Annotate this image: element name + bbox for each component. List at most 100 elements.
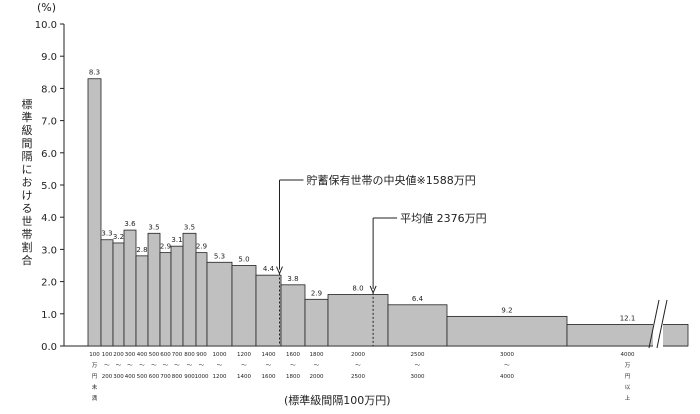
x-tick-label: 2500 xyxy=(411,352,425,358)
x-tick-label: 700 xyxy=(160,374,171,380)
x-tick-label: 300 xyxy=(113,374,124,380)
histogram-bar xyxy=(159,252,172,347)
x-tick-label: ～ xyxy=(415,363,421,369)
mean-arrow-head xyxy=(369,285,377,295)
y-tick-label: 0.0 xyxy=(41,342,57,353)
x-tick-label: 以 xyxy=(625,385,631,391)
histogram-bar xyxy=(255,274,282,347)
bar-value-label: 3.6 xyxy=(124,220,136,228)
y-tick-label: 2.0 xyxy=(41,278,57,289)
histogram-bar xyxy=(280,284,306,347)
x-tick-label: ～ xyxy=(199,363,205,369)
x-tick-label: 700 xyxy=(172,352,183,358)
bar-value-label: 5.3 xyxy=(214,252,225,260)
x-tick-label: ～ xyxy=(151,363,157,369)
x-tick-label: 800 xyxy=(172,374,183,380)
histogram-bar xyxy=(135,255,149,347)
x-tick-label: 300 xyxy=(125,352,136,358)
x-tick-label: 未 xyxy=(92,383,98,391)
x-tick-label: 万 xyxy=(625,362,631,369)
y-tick-label: 5.0 xyxy=(41,181,57,192)
histogram-bar xyxy=(327,294,389,347)
bar-value-label: 3.2 xyxy=(113,233,124,241)
x-tick-label: 400 xyxy=(125,374,136,380)
x-tick-label: 400 xyxy=(137,352,148,358)
axis-break-mark xyxy=(648,299,660,349)
x-tick-label: 円 xyxy=(92,373,98,380)
y-tick-label: 1.0 xyxy=(41,310,57,321)
bar-value-label: 8.0 xyxy=(352,284,363,292)
y-tick-label: 7.0 xyxy=(41,117,57,128)
x-tick-label: 2500 xyxy=(351,374,365,380)
x-tick-label: 500 xyxy=(137,374,148,380)
x-tick-label: 1800 xyxy=(310,352,324,358)
x-tick-label: 1200 xyxy=(213,374,227,380)
x-tick-label: 1400 xyxy=(237,374,251,380)
y-tick-label: 8.0 xyxy=(41,84,57,95)
bar-value-label: 3.5 xyxy=(148,223,159,231)
x-tick-label: 800 xyxy=(184,352,195,358)
x-tick-label: 100 xyxy=(89,352,100,358)
histogram-bar xyxy=(170,245,184,347)
x-tick-label: 1400 xyxy=(262,352,276,358)
x-tick-label: 200 xyxy=(102,374,113,380)
x-tick-label: ～ xyxy=(174,363,180,369)
x-tick-label: 1000 xyxy=(195,374,209,380)
x-tick-label: 100 xyxy=(102,352,113,358)
bar-value-label: 2.9 xyxy=(196,243,207,251)
x-tick-label: ～ xyxy=(241,363,247,369)
x-tick-label: 2000 xyxy=(310,374,324,380)
bar-value-label: 3.1 xyxy=(171,236,182,244)
bar-value-label: 5.0 xyxy=(238,256,249,264)
x-tick-label: 600 xyxy=(160,352,171,358)
y-axis-unit: (%) xyxy=(37,1,57,14)
x-tick-label: ～ xyxy=(504,363,510,369)
x-tick-label: 4000 xyxy=(621,352,635,358)
axis-break-mark xyxy=(656,299,668,349)
median-annotation: 貯蓄保有世帯の中央値※1588万円 xyxy=(307,173,476,187)
bar-value-label: 4.4 xyxy=(263,265,275,273)
x-tick-label: ～ xyxy=(104,363,110,369)
bar-value-label: 2.8 xyxy=(136,246,147,254)
x-tick-label: ～ xyxy=(127,363,133,369)
mean-annotation: 平均値 2376万円 xyxy=(400,212,487,225)
x-tick-label: ～ xyxy=(163,363,169,369)
bar-value-label: 12.1 xyxy=(620,314,636,322)
bar-value-label: 2.9 xyxy=(160,243,171,251)
median-arrow-head xyxy=(276,266,283,275)
x-tick-label: ～ xyxy=(355,363,361,369)
x-tick-label: 円 xyxy=(625,373,631,380)
y-axis-label: 標準級間隔における世帯割合 xyxy=(21,98,33,267)
x-tick-label: ～ xyxy=(290,363,296,369)
x-tick-label: ～ xyxy=(266,363,272,369)
x-tick-label: ～ xyxy=(217,363,223,369)
bar-value-label: 3.5 xyxy=(184,223,195,231)
x-tick-label: ～ xyxy=(187,363,193,369)
bar-value-label: 3.8 xyxy=(287,275,298,283)
histogram-bar xyxy=(446,315,568,347)
x-tick-label: 600 xyxy=(149,374,160,380)
histogram-bar xyxy=(123,229,137,347)
axis-break-gap xyxy=(653,298,663,350)
bar-value-label: 3.3 xyxy=(101,230,112,238)
x-tick-label: 2000 xyxy=(351,352,365,358)
x-tick-label: ～ xyxy=(314,363,320,369)
y-tick-label: 9.0 xyxy=(41,52,57,63)
x-tick-label: 4000 xyxy=(500,374,514,380)
x-tick-label: 1200 xyxy=(237,352,251,358)
y-tick-label: 4.0 xyxy=(41,213,57,224)
x-axis-title: (標準級間隔100万円) xyxy=(284,394,391,407)
bar-value-label: 2.9 xyxy=(311,289,322,297)
histogram-bar xyxy=(182,232,197,347)
x-tick-label: 3000 xyxy=(411,374,425,380)
x-tick-label: 500 xyxy=(149,352,160,358)
histogram-bar xyxy=(231,265,257,347)
bar-value-label: 8.3 xyxy=(89,69,100,77)
y-tick-label: 10.0 xyxy=(35,20,57,31)
bar-value-label: 9.2 xyxy=(501,306,512,314)
histogram-bar xyxy=(112,242,125,347)
histogram-bar xyxy=(566,324,689,347)
histogram-bar xyxy=(147,232,161,347)
